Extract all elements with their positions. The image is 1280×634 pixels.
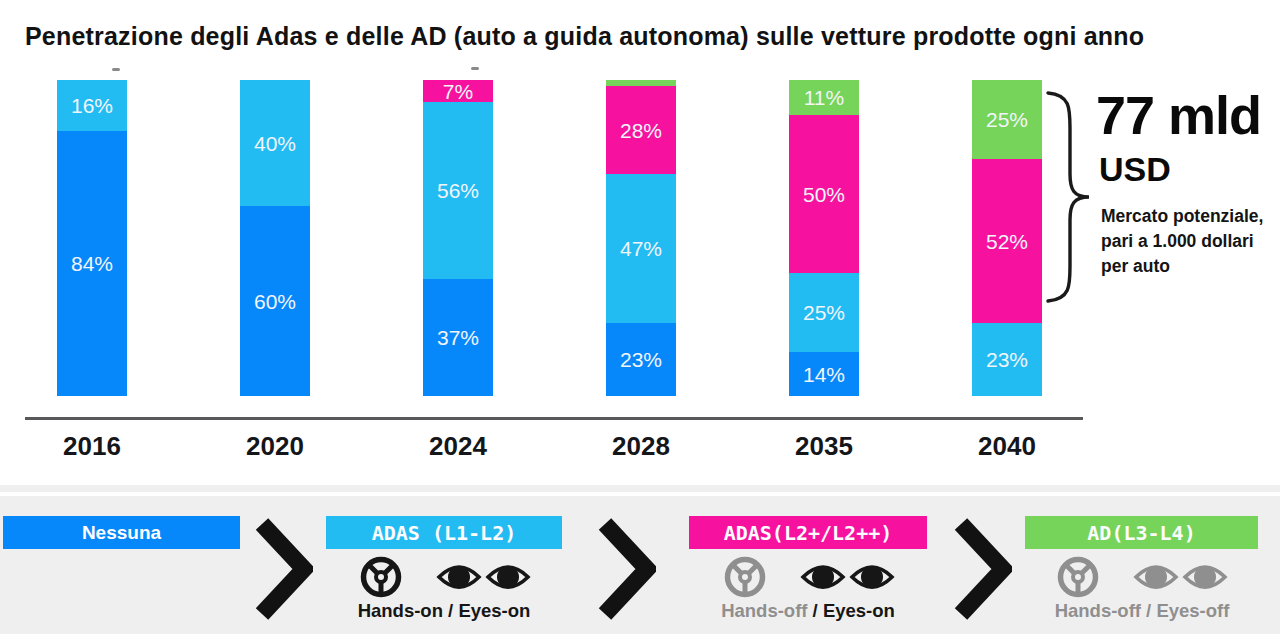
- bar-segment-pink: 50%: [789, 115, 859, 273]
- curly-brace-icon: [1040, 90, 1092, 308]
- bar-2035: 14% 25% 50% 11%: [789, 80, 859, 396]
- icons-row-adas-l2plus: [724, 555, 895, 599]
- bar-segment-green: 25%: [972, 80, 1042, 159]
- steering-wheel-icon: [360, 556, 402, 598]
- hands-eyes-label: Hands-off / Eyes-on: [689, 600, 927, 622]
- hands-eyes-label: Hands-off / Eyes-off: [1023, 600, 1261, 622]
- chevron-right-icon: [952, 517, 1012, 625]
- steering-wheel-icon: [1057, 556, 1099, 598]
- bar-segment-label: 14%: [803, 364, 845, 385]
- hands-eyes-label: Hands-on / Eyes-on: [325, 600, 563, 622]
- market-note-line: per auto: [1101, 254, 1263, 279]
- bar-segment-cyan: 47%: [606, 174, 676, 323]
- eyes-icons: [800, 560, 895, 594]
- bar-segment-blue: 37%: [423, 279, 493, 396]
- bar-segment-blue: 14%: [789, 352, 859, 396]
- bar-segment-blue: 84%: [57, 131, 127, 396]
- bar-segment-pink: 28%: [606, 86, 676, 174]
- bar-2040: 23% 52% 25%: [972, 80, 1042, 396]
- bar-2016: 84% 16%: [57, 80, 127, 396]
- bar-segment-label: 23%: [620, 349, 662, 370]
- bar-segment-blue: 23%: [606, 323, 676, 396]
- year-label-2024: 2024: [403, 431, 513, 462]
- bar-segment-pink: 7%: [423, 80, 493, 102]
- year-label-2040: 2040: [952, 431, 1062, 462]
- bar-segment-label: 28%: [620, 120, 662, 141]
- stage-label: AD(L3-L4): [1087, 521, 1195, 545]
- stage-label: ADAS (L1-L2): [372, 521, 517, 545]
- bar-segment-label: 25%: [986, 109, 1028, 130]
- bar-segment-cyan: 56%: [423, 102, 493, 279]
- bar-segment-label: 60%: [254, 291, 296, 312]
- year-label-2028: 2028: [586, 431, 696, 462]
- bar-segment-label: 7%: [443, 81, 473, 102]
- bar-segment-cyan: 16%: [57, 80, 127, 131]
- eye-icon: [1182, 560, 1228, 594]
- bar-segment-label: 84%: [71, 253, 113, 274]
- eye-icon: [800, 560, 846, 594]
- market-note-line: pari a 1.000 dollari: [1101, 229, 1263, 254]
- market-note-line: Mercato potenziale,: [1101, 204, 1263, 229]
- bar-segment-blue: 60%: [240, 206, 310, 396]
- bar-segment-label: 50%: [803, 184, 845, 205]
- year-label-2035: 2035: [769, 431, 879, 462]
- bar-segment-label: 16%: [71, 95, 113, 116]
- year-label-2016: 2016: [37, 431, 147, 462]
- icons-row-adas-l1-l2: [360, 555, 531, 599]
- legend-stage-adas-l2plus: ADAS(L2+/L2++): [689, 516, 927, 549]
- eye-icon: [436, 560, 482, 594]
- bar-segment-label: 23%: [986, 349, 1028, 370]
- tick-mark: [112, 68, 120, 71]
- bar-segment-pink: 52%: [972, 159, 1042, 323]
- bar-segment-label: 25%: [803, 302, 845, 323]
- stage-label: Nessuna: [82, 522, 161, 544]
- legend-stage-ad-l3-l4: AD(L3-L4): [1025, 516, 1258, 549]
- bar-segment-green: 11%: [789, 80, 859, 115]
- icons-row-ad-l3-l4: [1057, 555, 1228, 599]
- eye-icon: [1133, 560, 1179, 594]
- stage-label: ADAS(L2+/L2++): [724, 521, 893, 545]
- bar-segment-label: 37%: [437, 327, 479, 348]
- eye-icon: [485, 560, 531, 594]
- x-axis-line: [25, 417, 1083, 420]
- legend-panel-top-strip: [0, 485, 1280, 492]
- year-label-2020: 2020: [220, 431, 330, 462]
- bar-2028: 23% 47% 28%: [606, 80, 676, 396]
- eyes-icons: [436, 560, 531, 594]
- bar-2020: 60% 40%: [240, 80, 310, 396]
- bar-segment-label: 47%: [620, 238, 662, 259]
- bar-segment-cyan: 23%: [972, 323, 1042, 396]
- bar-segment-label: 56%: [437, 180, 479, 201]
- slide: Penetrazione degli Adas e delle AD (auto…: [0, 0, 1280, 634]
- legend-stage-adas-l1-l2: ADAS (L1-L2): [326, 516, 562, 549]
- market-currency: USD: [1099, 150, 1171, 189]
- legend-stage-nessuna: Nessuna: [3, 516, 240, 549]
- bar-2024: 37% 56% 7%: [423, 80, 493, 396]
- eye-icon: [849, 560, 895, 594]
- tick-mark: [471, 67, 479, 70]
- market-note: Mercato potenziale, pari a 1.000 dollari…: [1101, 204, 1263, 279]
- chevron-right-icon: [596, 517, 656, 625]
- bar-segment-label: 52%: [986, 231, 1028, 252]
- market-value: 77 mld: [1096, 84, 1261, 146]
- bar-segment-label: 11%: [804, 87, 844, 108]
- bar-segment-cyan: 25%: [789, 273, 859, 352]
- bar-segment-label: 40%: [254, 133, 296, 154]
- steering-wheel-icon: [724, 556, 766, 598]
- bar-segment-cyan: 40%: [240, 80, 310, 206]
- eyes-icons: [1133, 560, 1228, 594]
- chevron-right-icon: [253, 517, 313, 625]
